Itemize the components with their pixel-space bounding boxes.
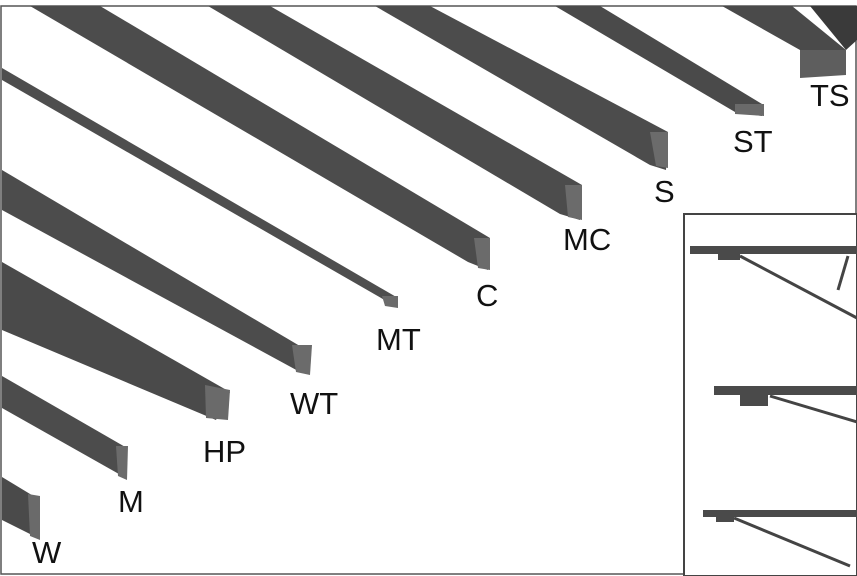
label-c: C (476, 278, 499, 313)
inset-brace-mid (769, 394, 857, 424)
label-mc: MC (563, 222, 612, 257)
mt-member (2, 68, 398, 308)
label-w: W (32, 535, 62, 570)
m-member (2, 376, 128, 480)
inset-panel (683, 213, 857, 576)
st-member (555, 6, 764, 116)
label-ts: TS (810, 78, 850, 113)
c-member (30, 6, 490, 270)
label-s: S (654, 174, 675, 209)
inset-beam-bottom (703, 510, 857, 517)
ts-member (722, 6, 857, 78)
w-member (2, 477, 40, 540)
label-wt: WT (290, 386, 339, 421)
s-member (375, 6, 668, 170)
wt-member (2, 170, 312, 375)
label-m: M (118, 484, 144, 519)
label-st: ST (733, 124, 773, 159)
label-hp: HP (203, 434, 247, 469)
inset-brace-top (739, 254, 857, 320)
label-mt: MT (376, 322, 421, 357)
hp-member (2, 262, 230, 420)
inset-plate-bottom (716, 516, 734, 522)
inset-post-top (836, 255, 850, 291)
inset-brace-bottom (733, 516, 851, 568)
inset-beam-mid (714, 386, 857, 395)
inset-plate-mid (740, 394, 768, 406)
inset-beam-top (690, 246, 857, 254)
inset-plate-top (718, 252, 740, 260)
mc-member (208, 6, 582, 220)
